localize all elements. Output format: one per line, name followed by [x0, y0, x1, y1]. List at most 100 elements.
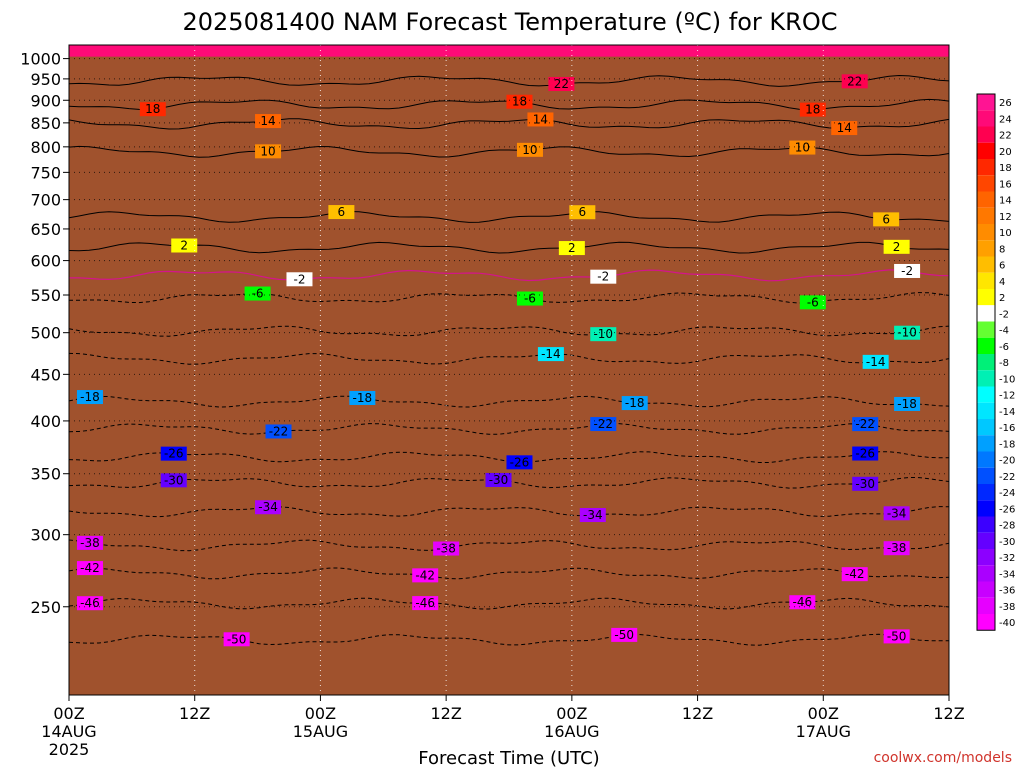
contour-label-bg	[894, 396, 921, 411]
colorbar-label: -8	[999, 358, 1009, 369]
contour-label-bg	[894, 325, 921, 340]
contour-label: -38	[887, 541, 907, 555]
colorbar-label: -6	[999, 342, 1009, 353]
contour-label-bg	[506, 455, 533, 470]
contour-layer: -50 -50 -50-46 -46 -46-42-42 -42-38 -38 -38-34-…	[68, 74, 950, 647]
contour-label: -42	[845, 567, 865, 581]
contour-label: -42	[80, 561, 100, 575]
x-tick-label: 00Z	[808, 704, 839, 723]
contour-label: 10	[795, 141, 810, 155]
contour-label-bg	[265, 424, 292, 439]
contour-label: -50	[887, 629, 907, 643]
colorbar-swatch	[977, 256, 995, 273]
x-tick-date: 15AUG	[293, 722, 348, 741]
contour-label-bg	[412, 596, 439, 611]
contour-label-bg	[611, 627, 638, 642]
colorbar-label: -28	[999, 521, 1015, 532]
colorbar-label: -36	[999, 586, 1015, 597]
contour-label: -10	[897, 326, 917, 340]
contour-label-bg	[139, 102, 166, 117]
contour-label: -22	[593, 417, 613, 431]
contour-label-bg	[255, 114, 282, 129]
contour-label-bg	[852, 446, 879, 461]
contour-label: 10	[522, 143, 537, 157]
contour-label-bg	[171, 238, 198, 253]
contour-label: -34	[887, 506, 907, 520]
contour-label: 18	[145, 102, 160, 116]
colorbar-frame	[976, 93, 996, 631]
contour-label: 18	[805, 103, 820, 117]
colorbar-swatch	[977, 435, 995, 452]
colorbar-swatch	[977, 94, 995, 111]
contour-label: -14	[541, 347, 561, 361]
contour-label-bg	[590, 269, 617, 284]
y-axis: 250 300 350 400 450 500 550 600 650 700 750 800 850 9…	[20, 50, 69, 617]
contour-label-bg	[244, 286, 271, 301]
contour-label-bg	[579, 508, 606, 523]
x-tick-label: 12Z	[682, 704, 713, 723]
colorbar: 26 24 22 20 18 16 14 12 10 8 6 4 2 -2 -4 -6 -8 -10 -12 -14 -…	[976, 93, 1015, 631]
contour-label-bg	[558, 241, 585, 256]
colorbar-label: 10	[999, 228, 1012, 239]
contour-label: -22	[269, 424, 289, 438]
x-tick-date: 14AUG	[41, 722, 96, 741]
y-tick-label: 600	[30, 252, 61, 271]
contour-label: -6	[807, 295, 819, 309]
contour-label: -14	[866, 355, 886, 369]
colorbar-label: 26	[999, 98, 1012, 109]
contour-label-bg	[412, 568, 439, 583]
colorbar-swatch	[977, 159, 995, 176]
colorbar-swatch	[977, 305, 995, 322]
x-axis-label: Forecast Time (UTC)	[418, 748, 599, 768]
contour-label-bg	[569, 205, 596, 220]
contour-label-bg	[76, 596, 103, 611]
colorbar-label: 20	[999, 147, 1012, 158]
colorbar-label: 14	[999, 196, 1012, 207]
colorbar-label: -10	[999, 374, 1015, 385]
contour-label-bg	[255, 500, 282, 515]
contour-label-bg	[527, 112, 554, 127]
plot-area	[69, 45, 949, 695]
contour-label: 14	[533, 112, 548, 126]
colorbar-label: -40	[999, 618, 1015, 629]
contour-label: -46	[80, 596, 100, 610]
x-tick-date: 16AUG	[544, 722, 599, 741]
colorbar-label: 16	[999, 179, 1012, 190]
x-tick-year: 2025	[49, 740, 90, 759]
x-tick-label: 12Z	[179, 704, 210, 723]
contour-label-bg	[349, 390, 376, 405]
contour-label-bg	[76, 535, 103, 550]
contour-label: 22	[554, 77, 569, 91]
contour-label: -42	[415, 568, 435, 582]
colorbar-label: -4	[999, 326, 1009, 337]
colorbar-swatch	[977, 614, 995, 631]
x-tick-label: 00Z	[305, 704, 336, 723]
contour-label: -6	[252, 287, 264, 301]
contour-label: -2	[901, 264, 913, 278]
contour-label: 10	[260, 144, 275, 158]
colorbar-swatch	[977, 549, 995, 566]
contour-label: -46	[793, 595, 813, 609]
contour-label: -2	[293, 272, 305, 286]
contour-line	[68, 395, 950, 408]
contour-label: 18	[512, 95, 527, 109]
contour-label: 14	[837, 121, 852, 135]
contour-label-bg	[883, 629, 910, 644]
colorbar-swatch	[977, 272, 995, 289]
colorbar-swatch	[977, 354, 995, 371]
colorbar-swatch	[977, 191, 995, 208]
contour-label-bg	[799, 295, 826, 310]
ground-surface	[69, 56, 949, 695]
contour-label: -46	[415, 596, 435, 610]
y-tick-label: 250	[30, 598, 61, 617]
colorbar-swatch	[977, 500, 995, 517]
colorbar-label: -32	[999, 553, 1015, 564]
contour-line	[68, 633, 949, 646]
colorbar-label: -22	[999, 472, 1015, 483]
contour-line	[68, 241, 950, 254]
contour-label: -18	[353, 391, 373, 405]
contour-label-bg	[328, 205, 355, 220]
contour-label: 22	[847, 74, 862, 88]
